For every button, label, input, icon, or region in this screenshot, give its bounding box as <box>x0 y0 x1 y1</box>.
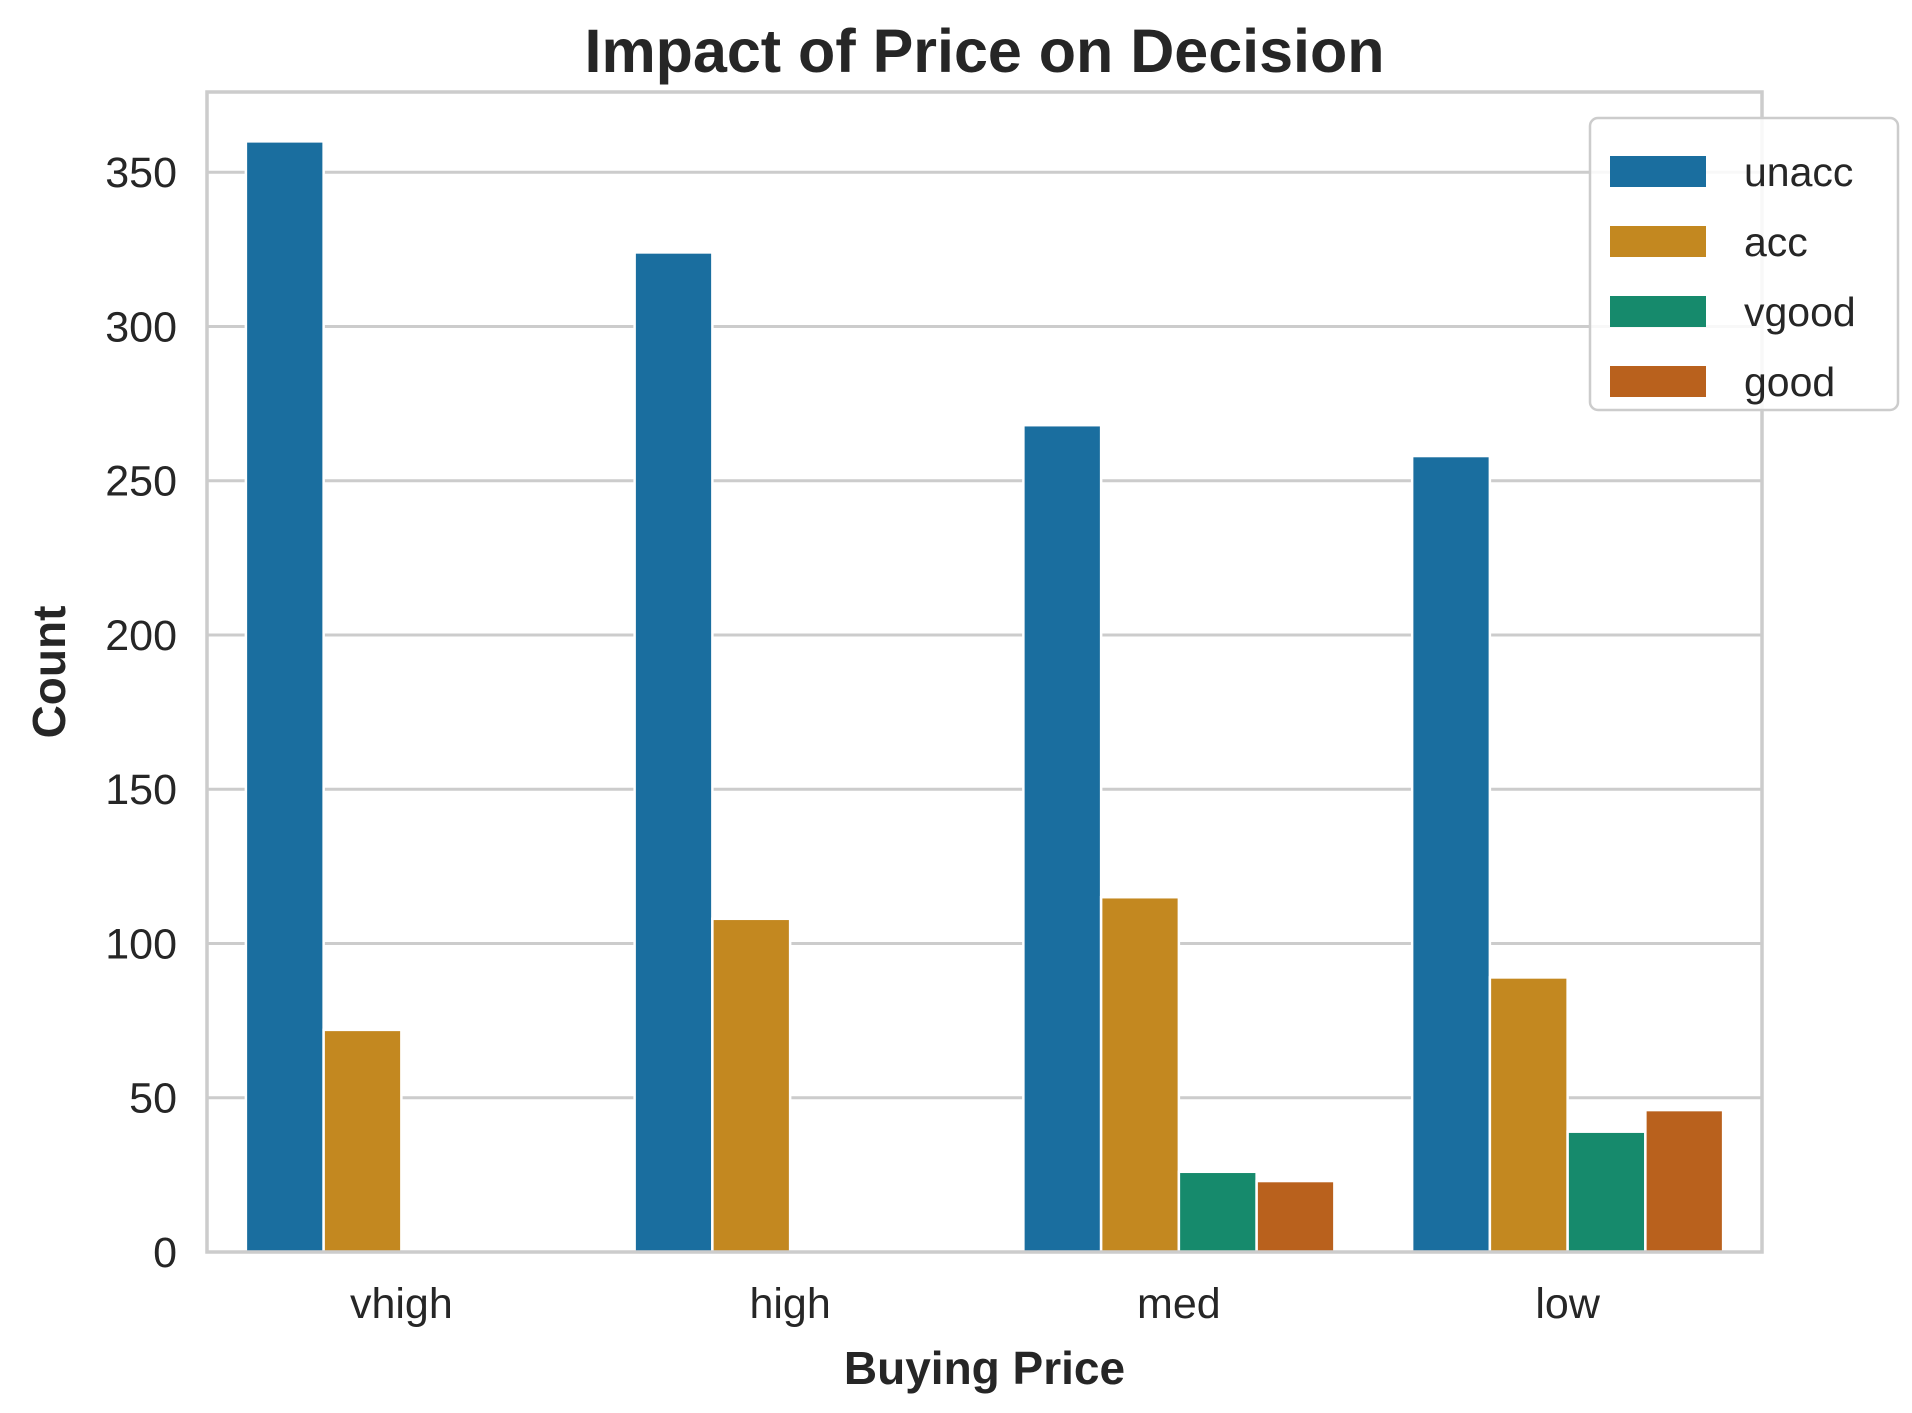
plot-frame <box>205 90 1764 1254</box>
y-tick-label: 300 <box>105 303 177 351</box>
bar-unacc-med <box>1022 423 1103 1254</box>
bar-acc-low <box>1488 976 1569 1254</box>
bar-acc-vhigh <box>322 1028 403 1254</box>
bar-acc-med <box>1099 895 1181 1254</box>
legend-swatch-vgood <box>1610 296 1706 327</box>
bars <box>244 140 1725 1254</box>
y-axis-label: Count <box>23 606 75 739</box>
legend-swatch-good <box>1610 366 1706 397</box>
bar-unacc-high <box>633 251 714 1254</box>
y-tick-label: 150 <box>105 766 177 814</box>
bar-good-med <box>1255 1179 1336 1254</box>
y-axis-ticks: 0 50 100 150 200 250 300 350 <box>105 149 177 1277</box>
bar-vgood-med <box>1177 1170 1258 1254</box>
bar-vgood-low <box>1566 1130 1647 1254</box>
y-tick-label: 100 <box>105 920 177 968</box>
legend-frame <box>1588 116 1900 412</box>
y-tick-label: 350 <box>105 149 177 197</box>
y-tick-label: 200 <box>105 612 177 660</box>
gridlines <box>207 170 1762 1100</box>
chart-title: Impact of Price on Decision <box>585 17 1385 85</box>
x-axis-label: Buying Price <box>844 1342 1125 1394</box>
y-tick-label: 50 <box>129 1075 177 1123</box>
y-tick-label: 250 <box>105 458 177 506</box>
x-axis-ticks: vhigh high med low <box>350 1280 1601 1328</box>
y-tick-label: 0 <box>153 1229 177 1277</box>
legend-swatch-unacc <box>1610 156 1706 187</box>
bar-unacc-low <box>1410 454 1492 1254</box>
legend-label-acc: acc <box>1744 219 1808 265</box>
legend-label-good: good <box>1744 359 1835 405</box>
bar-good-low <box>1644 1108 1725 1254</box>
legend-label-vgood: vgood <box>1744 289 1856 335</box>
x-tick-label: med <box>1137 1280 1221 1328</box>
bar-acc-high <box>711 917 792 1254</box>
x-tick-label: low <box>1535 1280 1600 1328</box>
x-tick-label: vhigh <box>350 1280 453 1328</box>
legend: unacc acc vgood good <box>1588 116 1900 412</box>
legend-label-unacc: unacc <box>1744 149 1853 195</box>
legend-swatch-acc <box>1610 226 1706 257</box>
bar-unacc-vhigh <box>244 140 325 1254</box>
x-tick-label: high <box>749 1280 830 1328</box>
